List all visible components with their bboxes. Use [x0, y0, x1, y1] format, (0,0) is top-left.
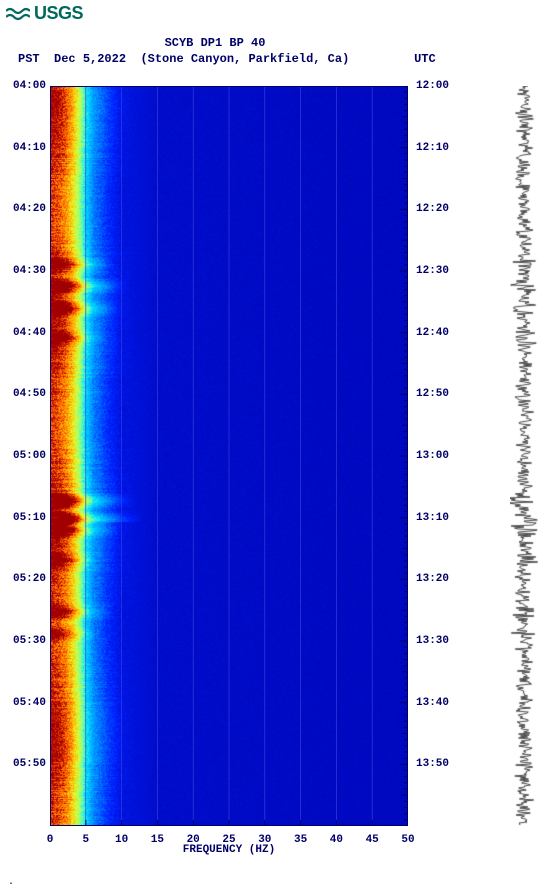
y-right-tick: 12:50 [416, 388, 449, 400]
y-right-tick: 13:10 [416, 512, 449, 524]
y-right-tick: 13:20 [416, 573, 449, 585]
footer-mark: . [8, 877, 14, 888]
chart-subtitle: PST Dec 5,2022 (Stone Canyon, Parkfield,… [18, 52, 436, 66]
y-right-tick: 13:50 [416, 758, 449, 770]
x-axis-labels: 05101520253035404550 [50, 826, 408, 846]
y-right-tick: 12:30 [416, 265, 449, 277]
x-axis-title: FREQUENCY (HZ) [50, 844, 408, 856]
utc-label: UTC [414, 52, 436, 66]
y-right-tick: 12:00 [416, 80, 449, 92]
y-right-tick: 13:00 [416, 450, 449, 462]
y-left-tick: 05:50 [13, 758, 46, 770]
y-left-tick: 05:00 [13, 450, 46, 462]
y-axis-right-labels: 12:0012:1012:2012:3012:4012:5013:0013:10… [408, 86, 452, 826]
y-right-tick: 12:20 [416, 203, 449, 215]
logo-text: USGS [34, 3, 83, 24]
y-right-tick: 13:30 [416, 635, 449, 647]
y-left-tick: 05:20 [13, 573, 46, 585]
y-left-tick: 05:30 [13, 635, 46, 647]
y-left-tick: 05:40 [13, 697, 46, 709]
y-left-tick: 04:20 [13, 203, 46, 215]
y-left-tick: 04:40 [13, 327, 46, 339]
y-left-tick: 04:30 [13, 265, 46, 277]
y-left-tick: 04:00 [13, 80, 46, 92]
pst-label: PST [18, 52, 40, 66]
location: (Stone Canyon, Parkfield, Ca) [140, 52, 349, 66]
y-right-tick: 12:40 [416, 327, 449, 339]
waveform-strip [510, 86, 538, 826]
y-left-tick: 04:10 [13, 142, 46, 154]
chart-title: SCYB DP1 BP 40 [0, 36, 430, 50]
y-left-tick: 04:50 [13, 388, 46, 400]
y-right-tick: 13:40 [416, 697, 449, 709]
date: Dec 5,2022 [54, 52, 126, 66]
usgs-logo: USGS [6, 3, 83, 24]
y-axis-left-labels: 04:0004:1004:2004:3004:4004:5005:0005:10… [0, 86, 50, 826]
wave-icon [6, 5, 30, 23]
spectrogram-plot [50, 86, 408, 826]
spectrogram-canvas [50, 86, 408, 826]
y-right-tick: 12:10 [416, 142, 449, 154]
y-left-tick: 05:10 [13, 512, 46, 524]
